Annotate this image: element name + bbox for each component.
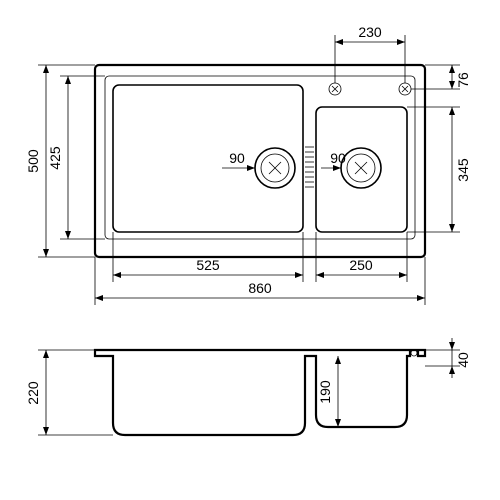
divider-ticks	[305, 147, 314, 187]
dim-230: 230	[335, 24, 405, 83]
tap-hole-right	[399, 83, 411, 95]
dim-90-main: 90	[222, 150, 255, 171]
dim-90b-label: 90	[330, 150, 346, 166]
dim-425-label: 425	[47, 146, 63, 170]
drain-main	[255, 148, 295, 188]
dim-250-label: 250	[349, 257, 373, 273]
dim-190: 190	[317, 356, 341, 427]
dim-525-label: 525	[196, 257, 220, 273]
small-bowl	[316, 107, 407, 232]
top-inner-rect	[105, 76, 415, 239]
dim-190-label: 190	[317, 380, 333, 404]
dim-345-label: 345	[455, 158, 471, 182]
dim-76: 76	[411, 65, 471, 89]
tap-hole-left	[329, 83, 341, 95]
dim-500-label: 500	[25, 149, 41, 173]
dim-76-label: 76	[455, 72, 471, 88]
dim-90a-label: 90	[229, 150, 245, 166]
dim-40: 40	[425, 338, 471, 378]
dim-860-label: 860	[248, 280, 272, 296]
dim-425: 425	[47, 76, 105, 239]
dim-860: 860	[95, 257, 425, 305]
dim-220: 220	[25, 350, 113, 435]
dim-345: 345	[407, 107, 471, 232]
dim-40-label: 40	[455, 352, 471, 368]
dim-90-small: 90	[321, 150, 346, 171]
dim-230-label: 230	[358, 24, 382, 40]
drain-small	[341, 148, 381, 188]
dim-220-label: 220	[25, 381, 41, 405]
section-view	[95, 350, 425, 435]
main-bowl	[113, 85, 303, 232]
dimension-drawing: 230 76 345 500 425 9	[0, 0, 500, 500]
top-outer-rect	[95, 65, 425, 257]
